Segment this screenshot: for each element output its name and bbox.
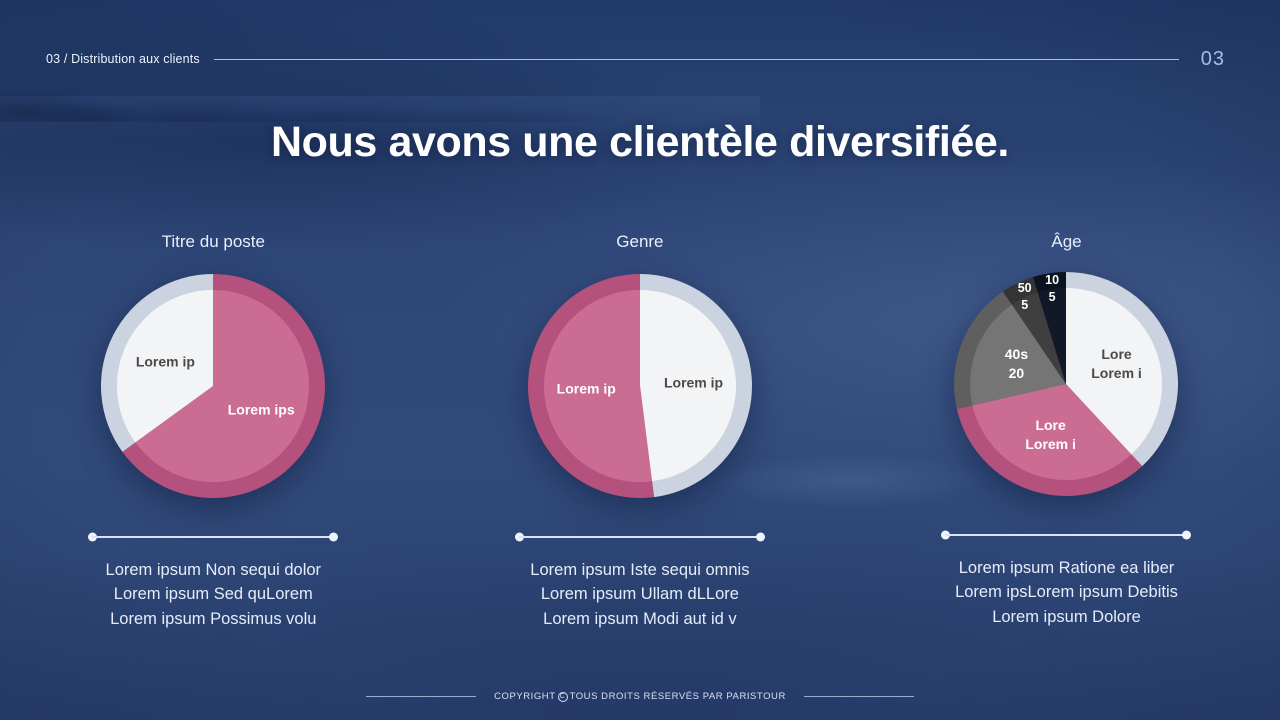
caption-line: Lorem ipsum Iste sequi omnis	[530, 561, 750, 579]
connector-line	[92, 536, 335, 538]
caption-connector	[514, 532, 765, 542]
header-divider	[213, 58, 1179, 60]
caption-text: Lorem ipsum Iste sequi omnis Lorem ipsum…	[530, 558, 749, 631]
pie-slice[interactable]	[1066, 288, 1163, 455]
chart-column-genre: Genre Lorem ip Lorem ip Lorem ipsum Iste …	[427, 232, 854, 631]
caption-line: Lorem ipsum Non sequi dolor	[105, 561, 322, 579]
section-label: 03 / Distribution aux clients	[46, 52, 200, 66]
caption-block-genre: Lorem ipsum Iste sequi omnis Lorem ipsum…	[514, 532, 765, 631]
background-coastline	[0, 52, 640, 122]
footer-rule-right	[803, 696, 914, 697]
connector-dot-right	[755, 532, 765, 542]
pie-svg	[101, 274, 326, 498]
footer-copyright: COPYRIGHT C TOUS DROITS RÉSERVÉS PAR PAR…	[494, 691, 786, 702]
connector-dot-right	[329, 532, 339, 542]
caption-line: Lorem ipsLorem ipsum Debitis	[955, 583, 1178, 602]
page-title: Nous avons une clientèle diversifiée.	[271, 118, 1009, 166]
connector-line	[518, 536, 761, 538]
caption-connector	[88, 532, 339, 542]
charts-row: Titre du poste Lorem ips Lorem ip Lorem i…	[0, 232, 1280, 631]
slide-footer: COPYRIGHT C TOUS DROITS RÉSERVÉS PAR PAR…	[0, 691, 1280, 702]
pie-slice[interactable]	[543, 290, 652, 482]
footer-rule-left	[366, 696, 477, 697]
footer-copyright-prefix: COPYRIGHT	[494, 691, 556, 702]
caption-text: Lorem ipsum Non sequi dolor Lorem ipsum …	[106, 558, 322, 631]
caption-block-titre-du-poste: Lorem ipsum Non sequi dolor Lorem ipsum …	[88, 532, 339, 631]
pie-slice[interactable]	[972, 384, 1132, 480]
footer-copyright-text: TOUS DROITS RÉSERVÉS PAR PARISTOUR	[569, 691, 786, 702]
copyright-icon: C	[557, 691, 568, 702]
connector-line	[945, 534, 1188, 536]
caption-line: Lorem ipsum Sed quLorem	[113, 585, 313, 604]
background-shoreline	[0, 96, 760, 142]
chart-column-titre-du-poste: Titre du poste Lorem ips Lorem ip Lorem i…	[0, 232, 427, 631]
pie-chart-genre[interactable]: Lorem ip Lorem ip	[527, 252, 752, 498]
page-number: 03	[1200, 47, 1225, 70]
chart-column-age: Âge Lore Lorem i Lore Lorem i 40s 20 50 5 10 5 Lo…	[853, 232, 1280, 631]
connector-dot-right	[1182, 530, 1192, 540]
pie-svg	[954, 272, 1179, 496]
chart-title-age: Âge	[1051, 232, 1082, 251]
caption-connector	[941, 530, 1192, 540]
caption-line: Lorem ipsum Ratione ea liber	[958, 559, 1175, 577]
pie-slice[interactable]	[117, 290, 214, 443]
caption-block-age: Lorem ipsum Ratione ea liber Lorem ipsLo…	[941, 530, 1192, 629]
caption-line: Lorem ipsum Possimus volu	[110, 609, 317, 628]
chart-title-genre: Genre	[616, 232, 664, 251]
caption-text: Lorem ipsum Ratione ea liber Lorem ipsLo…	[955, 556, 1178, 629]
caption-line: Lorem ipsum Ullam dLLore	[540, 585, 739, 604]
pie-chart-age[interactable]: Lore Lorem i Lore Lorem i 40s 20 50 5 10 5	[954, 252, 1179, 496]
caption-line: Lorem ipsum Dolore	[992, 607, 1141, 626]
pie-slice[interactable]	[135, 290, 310, 482]
caption-line: Lorem ipsum Modi aut id v	[543, 609, 737, 628]
pie-slice[interactable]	[639, 290, 736, 482]
pie-slice[interactable]	[970, 304, 1067, 406]
chart-title-titre-du-poste: Titre du poste	[161, 232, 265, 251]
pie-svg	[527, 274, 752, 498]
pie-slice[interactable]	[1012, 292, 1067, 384]
slide-header: 03 / Distribution aux clients 03	[0, 44, 1280, 74]
pie-chart-titre-du-poste[interactable]: Lorem ips Lorem ip	[101, 252, 326, 498]
pie-slice[interactable]	[1038, 288, 1067, 384]
